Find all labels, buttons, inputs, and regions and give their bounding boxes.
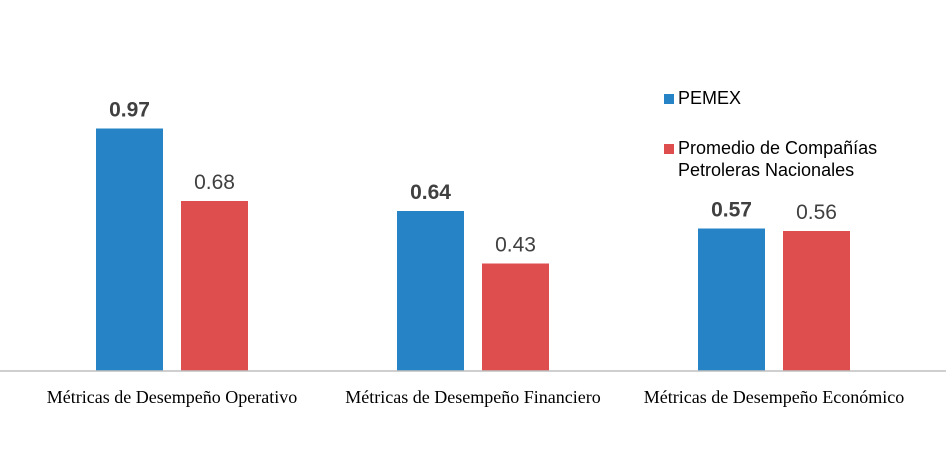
bar-pemex-2 [698, 228, 765, 371]
legend-label-promedio: Promedio de Compañías Petroleras Nacional… [678, 138, 877, 180]
category-label-0: Métricas de Desempeño Operativo [47, 387, 297, 407]
data-label-pemex-2: 0.57 [711, 199, 752, 222]
bar-pemex-0 [96, 128, 163, 371]
data-label-pemex-0: 0.97 [109, 99, 150, 122]
data-label-promedio-2: 0.56 [796, 201, 837, 224]
category-labels-layer: Métricas de Desempeño Operativo Métricas … [47, 387, 904, 407]
bar-pemex-1 [397, 211, 464, 371]
bar-promedio-0 [181, 201, 248, 371]
bar-promedio-1 [482, 263, 549, 371]
bar-promedio-2 [783, 231, 850, 371]
value-labels-layer: 0.97 0.64 0.57 0.68 0.43 0.56 [109, 99, 837, 257]
legend-swatch-pemex [664, 94, 674, 104]
data-label-promedio-1: 0.43 [495, 234, 536, 257]
bars-layer [96, 128, 850, 371]
data-label-pemex-1: 0.64 [410, 181, 451, 204]
category-label-2: Métricas de Desempeño Económico [644, 387, 904, 407]
category-label-1: Métricas de Desempeño Financiero [345, 387, 600, 407]
data-label-promedio-0: 0.68 [194, 171, 235, 194]
legend: PEMEX Promedio de Compañías Petroleras Nac… [664, 88, 877, 180]
legend-label-pemex: PEMEX [678, 88, 741, 108]
legend-swatch-promedio [664, 144, 674, 154]
